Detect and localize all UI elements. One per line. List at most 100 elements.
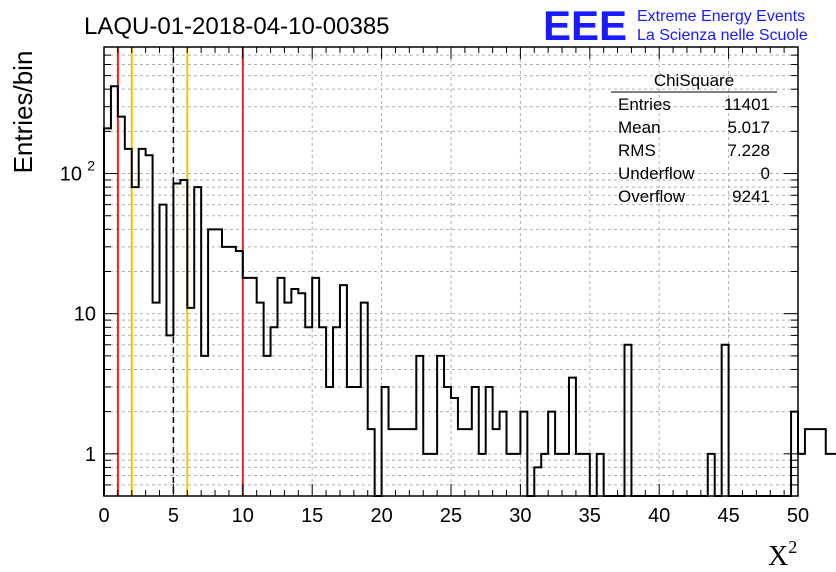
x-axis-label-base: X bbox=[768, 541, 788, 572]
histogram-bin bbox=[187, 308, 194, 496]
histogram-outline bbox=[103, 85, 836, 497]
histogram-bin bbox=[111, 86, 118, 496]
histogram-bin bbox=[319, 327, 326, 496]
histogram-bin bbox=[493, 429, 500, 496]
x-tick-label: 50 bbox=[787, 505, 809, 527]
histogram-bin bbox=[416, 356, 423, 496]
histogram-bin bbox=[444, 387, 451, 496]
histogram-bin bbox=[465, 429, 472, 496]
histogram-bin bbox=[194, 187, 201, 496]
stats-value: 7.228 bbox=[727, 141, 770, 160]
stats-label: Entries bbox=[618, 95, 671, 114]
stats-title: ChiSquare bbox=[654, 71, 734, 90]
histogram-bin bbox=[583, 454, 590, 496]
histogram-bin bbox=[395, 429, 402, 496]
histogram-bin bbox=[722, 345, 729, 496]
histogram-bin bbox=[402, 429, 409, 496]
x-tick-label: 30 bbox=[509, 505, 531, 527]
x-tick-label: 5 bbox=[168, 505, 179, 527]
x-tick-label: 35 bbox=[579, 505, 601, 527]
histogram-bin bbox=[166, 335, 173, 496]
histogram-bin bbox=[340, 285, 347, 496]
histogram-bin bbox=[173, 183, 180, 496]
histogram-bin bbox=[132, 187, 139, 496]
y-tick-superscript: 2 bbox=[87, 158, 95, 174]
histogram-bin bbox=[271, 327, 278, 496]
stats-value: 9241 bbox=[732, 187, 770, 206]
stats-label: Mean bbox=[618, 118, 661, 137]
stats-value: 5.017 bbox=[727, 118, 770, 137]
histogram-bin bbox=[541, 454, 548, 496]
histogram-bin bbox=[160, 205, 167, 496]
x-axis-label-sup: 2 bbox=[788, 537, 797, 557]
histogram-bin bbox=[291, 289, 298, 496]
histogram-bin bbox=[409, 429, 416, 496]
statistics-box: ChiSquare Entries 11401 Mean 5.017 RMS 7.228 U… bbox=[611, 71, 777, 206]
y-tick-label: 10 bbox=[74, 304, 96, 326]
histogram-bin bbox=[215, 229, 222, 496]
histogram-bin bbox=[812, 429, 819, 496]
histogram-bin bbox=[805, 429, 812, 496]
histogram-bin bbox=[146, 155, 153, 496]
histogram-bin bbox=[479, 454, 486, 496]
histogram-bin bbox=[326, 387, 333, 496]
histogram-bin bbox=[125, 149, 132, 496]
histogram-bin bbox=[430, 454, 437, 496]
histogram-bin bbox=[278, 278, 285, 496]
histogram-bin bbox=[555, 454, 562, 496]
histogram-bin bbox=[513, 454, 520, 496]
y-tick-label: 1 bbox=[85, 444, 96, 466]
histogram-bin bbox=[243, 278, 250, 496]
histogram-bin bbox=[597, 454, 604, 496]
y-tick-label: 10 bbox=[60, 164, 82, 186]
histogram-bin bbox=[520, 412, 527, 496]
histogram-bin bbox=[347, 387, 354, 496]
histogram-bin bbox=[236, 251, 243, 496]
run-title: LAQU-01-2018-04-10-00385 bbox=[84, 13, 390, 40]
x-tick-label: 10 bbox=[232, 505, 254, 527]
stats-label: Underflow bbox=[618, 164, 695, 183]
histogram-bin bbox=[264, 356, 271, 496]
histogram-bin bbox=[180, 180, 187, 496]
x-axis-label: X2 bbox=[768, 537, 797, 572]
histogram-bin bbox=[312, 278, 319, 496]
y-axis-label: Entries/bin bbox=[8, 51, 38, 174]
stats-value: 11401 bbox=[724, 95, 770, 114]
histogram-bin bbox=[486, 387, 493, 496]
histogram-bin bbox=[305, 327, 312, 496]
histogram-bin bbox=[333, 327, 340, 496]
histogram-bin bbox=[250, 278, 257, 496]
histogram-bin bbox=[153, 303, 160, 496]
histogram-bin bbox=[298, 293, 305, 496]
histogram-bin bbox=[139, 149, 146, 496]
histogram-bin bbox=[562, 454, 569, 496]
histogram-bin bbox=[354, 387, 361, 496]
x-tick-label: 0 bbox=[98, 505, 109, 527]
histogram-bin bbox=[798, 454, 805, 496]
histogram-bin bbox=[382, 387, 389, 496]
histogram-bin bbox=[229, 247, 236, 496]
histogram-bin bbox=[576, 454, 583, 496]
histogram-bin bbox=[284, 303, 291, 496]
histogram-bin bbox=[423, 454, 430, 496]
histogram-bin bbox=[472, 387, 479, 496]
axes: 0 5 10 15 20 25 30 35 40 45 50 1 10 10 2 bbox=[60, 46, 809, 527]
logo-line-2: La Scienza nelle Scuole bbox=[637, 27, 808, 44]
x-tick-label: 45 bbox=[717, 505, 739, 527]
histogram-bin bbox=[451, 398, 458, 496]
stats-label: RMS bbox=[618, 141, 656, 160]
histogram-series bbox=[103, 85, 836, 497]
histogram-bin bbox=[257, 303, 264, 496]
x-tick-label: 40 bbox=[648, 505, 670, 527]
grid-lines bbox=[104, 47, 798, 496]
stats-rows: Entries 11401 Mean 5.017 RMS 7.228 Underflow 0 O… bbox=[618, 95, 770, 206]
logo-line-1: Extreme Energy Events bbox=[637, 8, 805, 25]
histogram-bin bbox=[201, 356, 208, 496]
histogram-bin bbox=[118, 117, 125, 496]
histogram-bin bbox=[437, 356, 444, 496]
histogram-bin bbox=[389, 429, 396, 496]
histogram-bin bbox=[458, 429, 465, 496]
x-tick-label: 15 bbox=[301, 505, 323, 527]
eee-logo-text: EEE bbox=[543, 2, 627, 49]
